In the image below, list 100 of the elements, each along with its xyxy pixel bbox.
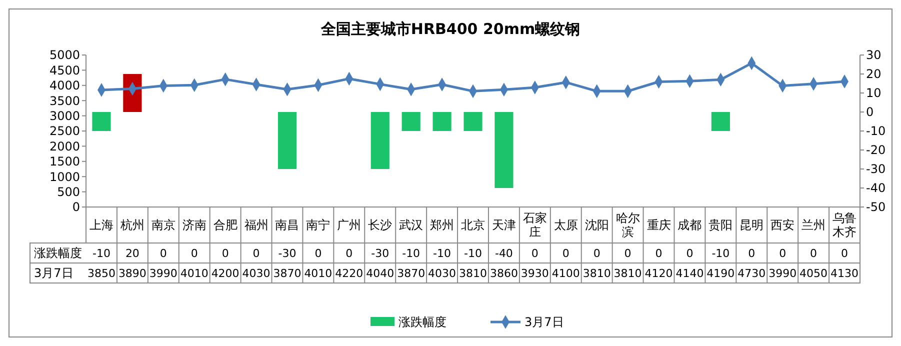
data-label: 0 [160, 246, 167, 260]
y-tick-label: 5000 [49, 48, 80, 62]
y-tick-label: 2000 [49, 139, 80, 154]
data-label: 0 [748, 246, 756, 260]
y2-tick-label: 10 [866, 86, 882, 100]
x-tick-label: 西安 [770, 218, 795, 232]
data-label: 3890 [118, 266, 146, 280]
data-label: -10 [402, 246, 420, 260]
x-tick-label: 贵阳 [708, 218, 733, 232]
text: 涨跌幅度 [34, 246, 82, 260]
data-label: 4100 [552, 266, 580, 280]
data-label: 4120 [644, 266, 673, 280]
x-tick-label: 成都 [678, 218, 702, 232]
y-tick-label: 4500 [49, 63, 80, 78]
x-tick-label: 沈阳 [584, 218, 609, 232]
data-label: 3990 [149, 266, 178, 280]
data-label: 3930 [520, 266, 549, 280]
x-tick-label: 南宁 [306, 218, 330, 232]
y-tick-label: 1500 [49, 154, 80, 169]
x-tick-label: 南京 [151, 218, 176, 232]
x-tick-label: 北京 [461, 218, 485, 232]
x-tick-label: 郑州 [430, 218, 454, 232]
data-label: 3810 [459, 266, 487, 280]
y2-tick-label: 20 [866, 67, 882, 82]
y-tick-label: 1000 [49, 170, 80, 184]
x-tick-label: 广州 [337, 218, 362, 232]
y-tick-label: 2500 [49, 124, 80, 138]
y-tick-label: 4000 [49, 78, 80, 93]
data-label: 0 [222, 246, 229, 260]
legend-label: 涨跌幅度 [398, 315, 446, 330]
x-tick-label: 武汉 [399, 218, 424, 232]
data-label: -10 [433, 246, 452, 260]
y-tick-label: 500 [57, 185, 80, 199]
y-tick-label: 0 [72, 200, 80, 214]
data-label: 0 [562, 246, 570, 260]
y2-tick-label: -50 [866, 200, 886, 214]
y2-tick-label: -20 [866, 143, 886, 158]
data-label: 4010 [304, 266, 332, 280]
data-label: 0 [779, 246, 786, 260]
y2-tick-label: -10 [866, 124, 886, 138]
data-label: 0 [252, 246, 260, 260]
data-label: 3810 [614, 266, 642, 280]
data-label: 20 [125, 246, 140, 260]
data-label: 4140 [676, 266, 704, 280]
data-label: -10 [712, 246, 730, 260]
data-label: 4010 [180, 266, 208, 280]
data-label: 0 [593, 246, 600, 260]
x-tick-label: 南昌 [275, 218, 300, 232]
data-label: 4030 [428, 266, 456, 280]
x-tick-label: 济南 [182, 218, 206, 232]
data-label: -10 [92, 246, 110, 260]
data-label: 0 [190, 246, 198, 260]
x-tick-label: 乌鲁木齐 [832, 211, 857, 239]
x-tick-label: 上海 [89, 218, 114, 232]
y2-tick-label: -40 [866, 181, 886, 196]
data-label: 4030 [242, 266, 270, 280]
data-label: 0 [841, 246, 848, 260]
data-label: -30 [278, 246, 296, 260]
data-label: -40 [494, 246, 513, 260]
x-tick-label: 天津 [492, 218, 516, 232]
data-label: 4130 [830, 266, 859, 280]
data-label: 3860 [490, 266, 518, 280]
x-tick-label: 石家庄 [522, 211, 547, 239]
x-tick-label: 哈尔滨 [616, 211, 640, 239]
data-label: -30 [371, 246, 390, 260]
y-tick-label: 3500 [49, 94, 80, 108]
y2-tick-label: 0 [866, 105, 874, 120]
data-label: 4050 [800, 266, 828, 280]
data-label: 3850 [87, 266, 116, 280]
legend-label: 3月7日 [524, 315, 564, 330]
x-tick-label: 太原 [554, 218, 578, 232]
data-label: 0 [686, 246, 694, 260]
x-tick-label: 昆明 [740, 218, 764, 232]
data-label: 0 [314, 246, 322, 260]
data-label: 0 [531, 246, 538, 260]
data-label: 4190 [706, 266, 735, 280]
data-label: 0 [346, 246, 353, 260]
data-label: 3870 [397, 266, 426, 280]
x-tick-label: 杭州 [119, 218, 144, 232]
data-label: 0 [810, 246, 818, 260]
y-tick-label: 3000 [49, 109, 80, 123]
data-label: 3870 [273, 266, 302, 280]
data-label: 3990 [768, 266, 797, 280]
x-tick-label: 长沙 [368, 218, 392, 232]
x-tick-label: 合肥 [213, 218, 238, 232]
x-tick-label: 兰州 [802, 218, 826, 232]
data-label: 4220 [335, 266, 364, 280]
data-label: 0 [655, 246, 662, 260]
data-label: 0 [624, 246, 632, 260]
chart-title: 全国主要城市HRB400 20mm螺纹钢 [320, 20, 580, 38]
data-label: 4040 [366, 266, 394, 280]
data-label: -10 [464, 246, 482, 260]
data-label: 4730 [738, 266, 766, 280]
y2-tick-label: -30 [866, 162, 886, 176]
data-label: 3810 [582, 266, 611, 280]
data-label: 4200 [211, 266, 240, 280]
y2-tick-label: 30 [866, 48, 882, 62]
x-tick-label: 福州 [244, 218, 268, 232]
text: 3月7日 [34, 266, 74, 280]
x-tick-label: 重庆 [646, 218, 671, 232]
